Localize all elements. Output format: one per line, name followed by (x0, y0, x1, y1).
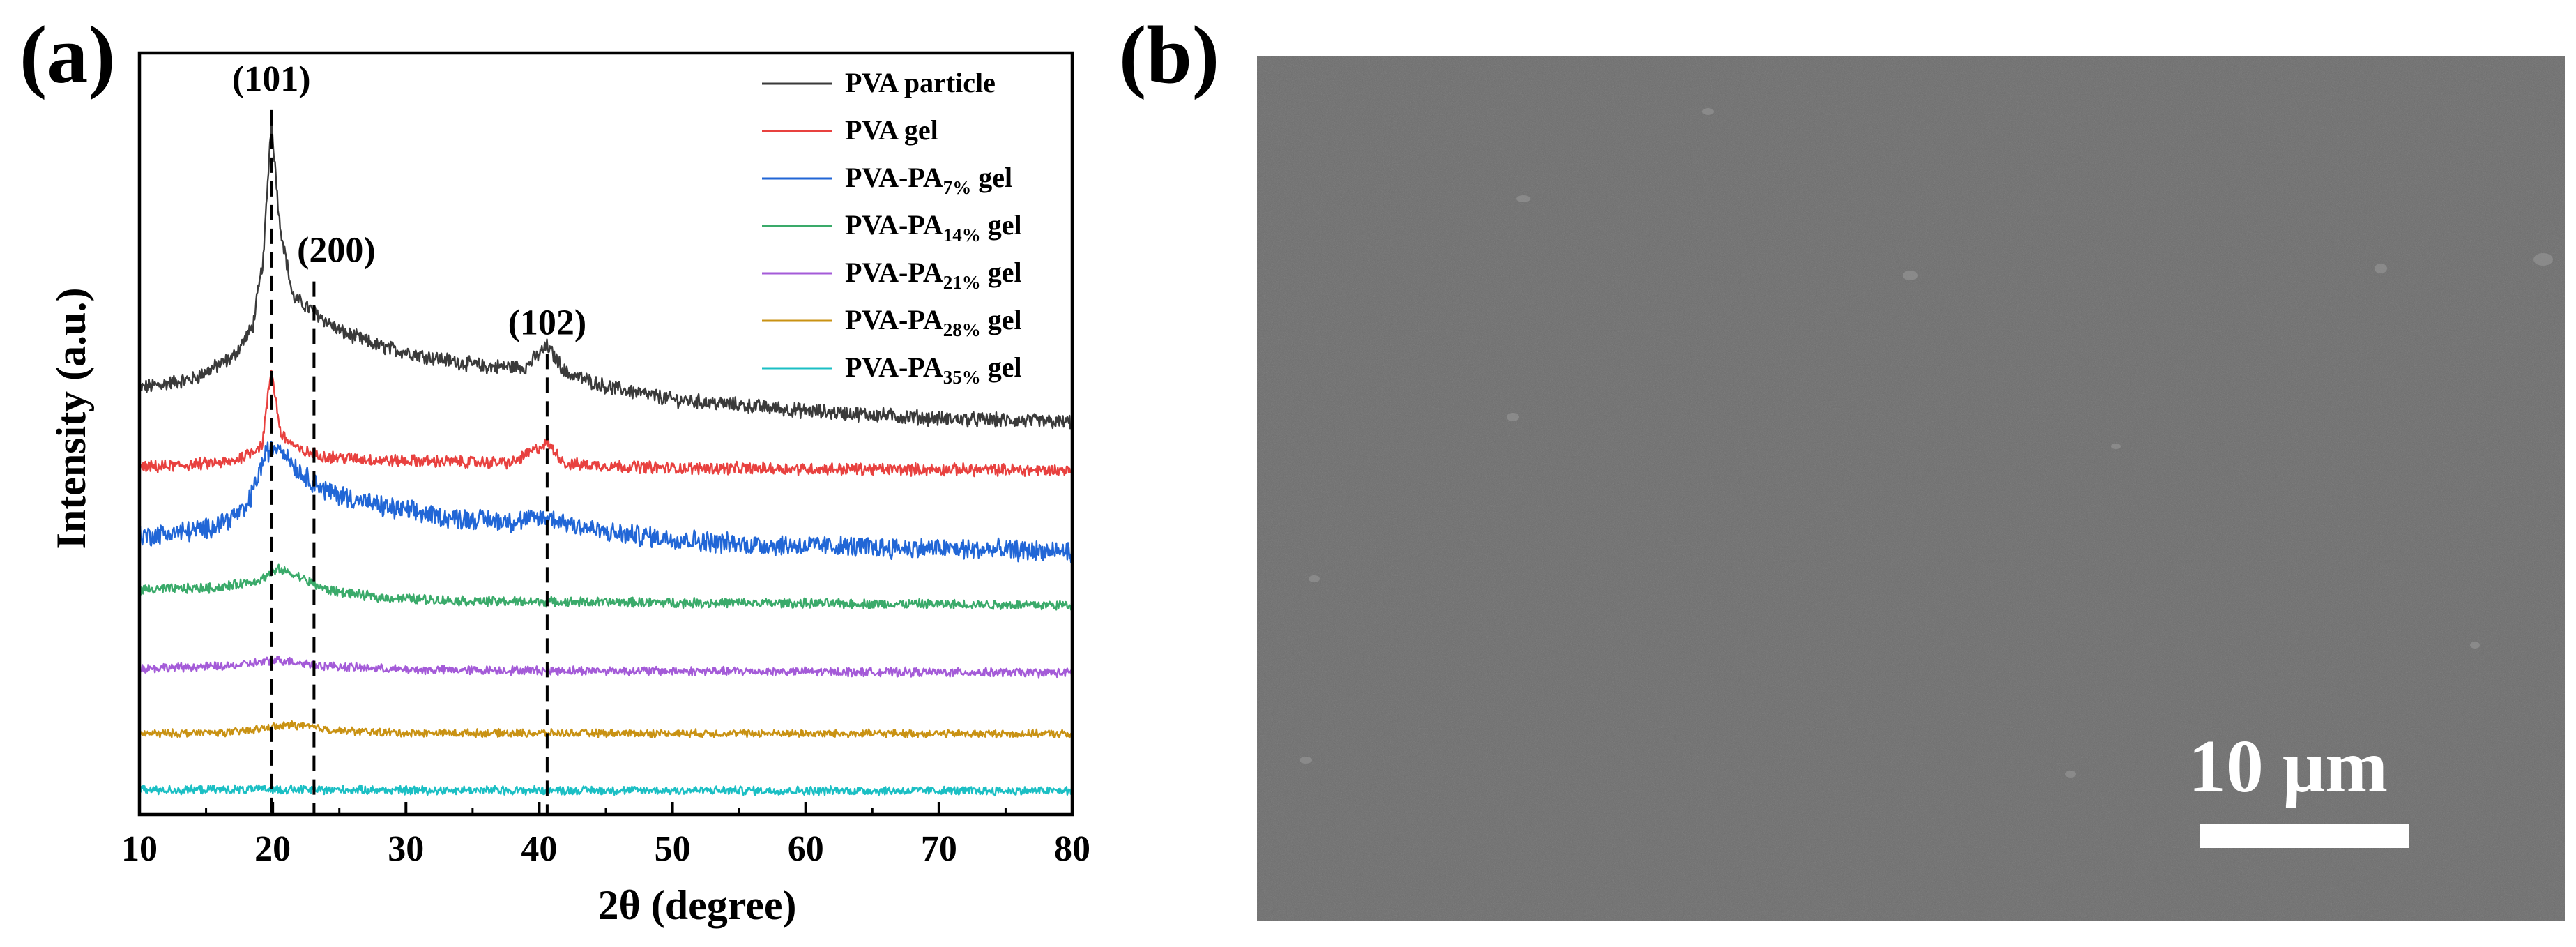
x-tick-label-60: 60 (788, 829, 824, 869)
legend-label-4: PVA-PA14% gel (845, 209, 1022, 245)
x-tick-label-70: 70 (921, 829, 957, 869)
scale-bar (2200, 824, 2409, 848)
sem-particles (1300, 108, 2553, 778)
legend-label-2: PVA gel (845, 114, 938, 146)
legend-label-5: PVA-PA21% gel (845, 257, 1022, 293)
series-line-5 (138, 656, 1073, 679)
series-layer (138, 115, 1073, 797)
x-tick-label-50: 50 (655, 829, 691, 869)
x-ticks: 10 20 30 40 50 60 70 80 (121, 802, 1090, 869)
sem-image: 10 μm (1257, 56, 2565, 921)
peak-lines (270, 109, 549, 815)
legend-label-1: PVA particle (845, 67, 996, 98)
series-line-7 (138, 784, 1073, 797)
panel-a-label: (a) (20, 9, 116, 100)
scale-bar-label: 10 μm (2188, 725, 2388, 808)
series-line-1 (138, 115, 1073, 430)
x-tick-label-10: 10 (121, 829, 158, 869)
legend-label-6: PVA-PA28% gel (845, 304, 1022, 340)
sem-image-texture (1257, 56, 2565, 921)
legend-label-7: PVA-PA35% gel (845, 351, 1022, 388)
series-line-2 (138, 369, 1073, 478)
peak-label-2: (200) (297, 231, 376, 271)
x-tick-label-20: 20 (254, 829, 291, 869)
panel-b-label: (b) (1119, 9, 1219, 100)
legend-label-3: PVA-PA7% gel (845, 162, 1012, 198)
peak-labels: (101) (200) (102) (232, 59, 586, 342)
xrd-plot: 10 20 30 40 50 60 70 80 (101) (200) (102) PVA par… (121, 51, 1090, 869)
series-line-4 (138, 563, 1073, 611)
legend: PVA particle PVA gel PVA-PA7% gel PVA-PA14%… (762, 67, 1022, 388)
peak-label-3: (102) (508, 303, 587, 342)
x-tick-label-30: 30 (388, 829, 424, 869)
x-tick-label-80: 80 (1054, 829, 1090, 869)
y-axis-label: Intensity (a.u.) (48, 287, 94, 549)
series-line-3 (138, 440, 1073, 563)
peak-label-1: (101) (232, 59, 311, 99)
x-axis-label: 2θ (degree) (597, 882, 796, 928)
x-tick-label-40: 40 (521, 829, 557, 869)
series-line-6 (139, 720, 1073, 739)
